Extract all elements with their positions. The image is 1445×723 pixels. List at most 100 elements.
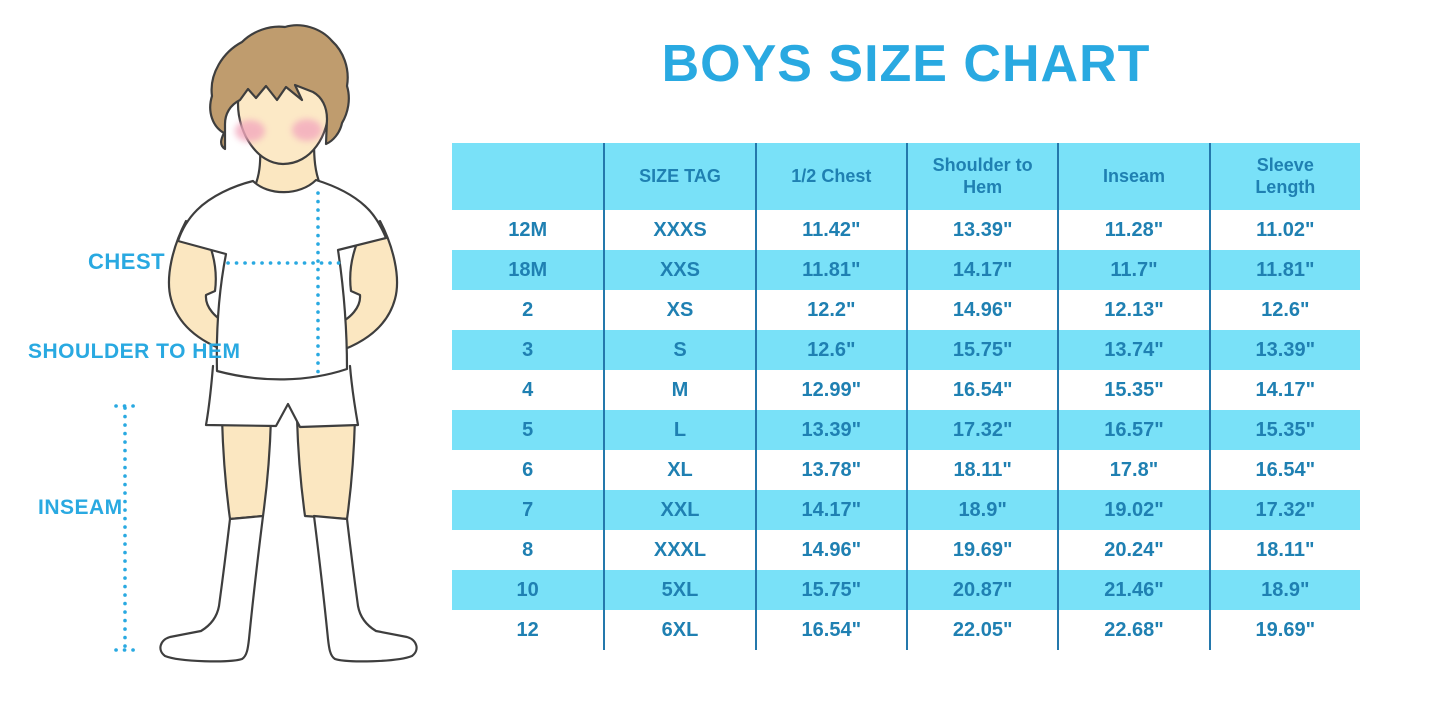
t-shirt	[176, 178, 388, 381]
table-row: 3 S 12.6" 15.75" 13.74" 13.39"	[452, 330, 1360, 370]
size-cell: 4	[522, 378, 534, 401]
half-chest-cell: 13.78"	[754, 450, 906, 490]
inseam-cell: 21.46"	[1057, 570, 1208, 610]
table-row: 12M XXXS 11.42" 13.39" 11.28" 11.02"	[452, 210, 1360, 250]
right-cheek	[292, 119, 322, 141]
size-cell: 7	[522, 498, 534, 521]
column-header-size-tag: SIZE TAG	[603, 143, 754, 210]
size-tag-cell: XL	[603, 450, 754, 490]
size-tag-cell: XS	[603, 290, 754, 330]
shoulder-to-hem-cell: 22.05"	[905, 610, 1057, 650]
table-row: 2 XS 12.2" 14.96" 12.13" 12.6"	[452, 290, 1360, 330]
sleeve-length-cell: 16.54"	[1208, 450, 1360, 490]
sleeve-length-cell: 13.39"	[1208, 330, 1360, 370]
size-cell: 6	[522, 458, 534, 481]
table-row: 12 6XL 16.54" 22.05" 22.68" 19.69"	[452, 610, 1360, 650]
half-chest-cell: 13.39"	[754, 410, 906, 450]
size-cell: 3	[522, 338, 534, 361]
right-leg	[295, 416, 357, 521]
sleeve-length-cell: 17.32"	[1208, 490, 1360, 530]
size-tag-cell: XXS	[603, 250, 754, 290]
size-cell: 10	[516, 578, 539, 601]
size-tag-cell: 5XL	[603, 570, 754, 610]
inseam-cell: 13.74"	[1057, 330, 1208, 370]
half-chest-cell: 14.96"	[754, 530, 906, 570]
table-row: 4 M 12.99" 16.54" 15.35" 14.17"	[452, 370, 1360, 410]
size-tag-cell: 6XL	[603, 610, 754, 650]
hair	[209, 24, 350, 151]
shoulder-to-hem-cell: 14.96"	[905, 290, 1057, 330]
shoulder-to-hem-cell: 17.32"	[905, 410, 1057, 450]
column-header-size	[452, 143, 603, 210]
shoulder-to-hem-cell: 15.75"	[905, 330, 1057, 370]
column-header-half-chest: 1/2 Chest	[754, 143, 906, 210]
right-sock	[312, 514, 418, 663]
inseam-cell: 16.57"	[1057, 410, 1208, 450]
half-chest-cell: 12.99"	[754, 370, 906, 410]
inseam-cell: 11.28"	[1057, 210, 1208, 250]
size-tag-cell: M	[603, 370, 754, 410]
table-row: 10 5XL 15.75" 20.87" 21.46" 18.9"	[452, 570, 1360, 610]
sleeve-length-cell: 15.35"	[1208, 410, 1360, 450]
column-header-shoulder-to-hem: Shoulder to Hem	[905, 143, 1057, 210]
inseam-cell: 15.35"	[1057, 370, 1208, 410]
chest-label: CHEST	[88, 249, 166, 274]
sleeve-length-cell: 19.69"	[1208, 610, 1360, 650]
half-chest-cell: 11.81"	[754, 250, 906, 290]
half-chest-cell: 14.17"	[754, 490, 906, 530]
boy-illustration: CHEST SHOULDER TO HEM INSEAM	[0, 0, 450, 723]
column-header-sleeve-length: Sleeve Length	[1208, 143, 1360, 210]
sleeve-length-cell: 14.17"	[1208, 370, 1360, 410]
half-chest-cell: 11.42"	[754, 210, 906, 250]
size-cell: 18M	[508, 258, 548, 281]
inseam-cell: 17.8"	[1057, 450, 1208, 490]
half-chest-cell: 12.2"	[754, 290, 906, 330]
table-row: 6 XL 13.78" 18.11" 17.8" 16.54"	[452, 450, 1360, 490]
sleeve-length-cell: 18.11"	[1208, 530, 1360, 570]
shoulder-to-hem-cell: 14.17"	[905, 250, 1057, 290]
left-leg	[220, 416, 273, 521]
inseam-cell: 19.02"	[1057, 490, 1208, 530]
half-chest-cell: 12.6"	[754, 330, 906, 370]
inseam-cell: 12.13"	[1057, 290, 1208, 330]
size-tag-cell: XXXS	[603, 210, 754, 250]
shoulder-to-hem-cell: 18.11"	[905, 450, 1057, 490]
boy-figure-drawing	[114, 24, 418, 663]
left-sock	[159, 514, 265, 663]
inseam-cell: 11.7"	[1057, 250, 1208, 290]
inseam-cell: 22.68"	[1057, 610, 1208, 650]
half-chest-cell: 15.75"	[754, 570, 906, 610]
shoulder-to-hem-cell: 13.39"	[905, 210, 1057, 250]
sleeve-length-cell: 11.02"	[1208, 210, 1360, 250]
shoulder-to-hem-cell: 19.69"	[905, 530, 1057, 570]
shorts	[204, 364, 360, 429]
size-cell: 12	[516, 618, 539, 641]
page-title: BOYS SIZE CHART	[661, 35, 1151, 93]
size-cell: 12M	[508, 218, 548, 241]
table-row: 18M XXS 11.81" 14.17" 11.7" 11.81"	[452, 250, 1360, 290]
size-tag-cell: XXL	[603, 490, 754, 530]
size-tag-cell: XXXL	[603, 530, 754, 570]
shoulder-to-hem-label: SHOULDER TO HEM	[28, 340, 241, 363]
table-header-row: SIZE TAG 1/2 Chest Shoulder to Hem Insea…	[452, 143, 1360, 210]
size-tag-cell: L	[603, 410, 754, 450]
size-cell: 8	[522, 538, 534, 561]
half-chest-cell: 16.54"	[754, 610, 906, 650]
sleeve-length-cell: 12.6"	[1208, 290, 1360, 330]
sleeve-length-cell: 18.9"	[1208, 570, 1360, 610]
size-table: SIZE TAG 1/2 Chest Shoulder to Hem Insea…	[452, 143, 1360, 650]
inseam-cell: 20.24"	[1057, 530, 1208, 570]
shoulder-to-hem-cell: 20.87"	[905, 570, 1057, 610]
shoulder-to-hem-cell: 16.54"	[905, 370, 1057, 410]
inseam-label: INSEAM	[38, 496, 123, 519]
size-cell: 2	[522, 298, 534, 321]
table-row: 7 XXL 14.17" 18.9" 19.02" 17.32"	[452, 490, 1360, 530]
sleeve-length-cell: 11.81"	[1208, 250, 1360, 290]
table-row: 8 XXXL 14.96" 19.69" 20.24" 18.11"	[452, 530, 1360, 570]
size-cell: 5	[522, 418, 534, 441]
column-header-inseam: Inseam	[1057, 143, 1208, 210]
size-tag-cell: S	[603, 330, 754, 370]
table-row: 5 L 13.39" 17.32" 16.57" 15.35"	[452, 410, 1360, 450]
shoulder-to-hem-cell: 18.9"	[905, 490, 1057, 530]
